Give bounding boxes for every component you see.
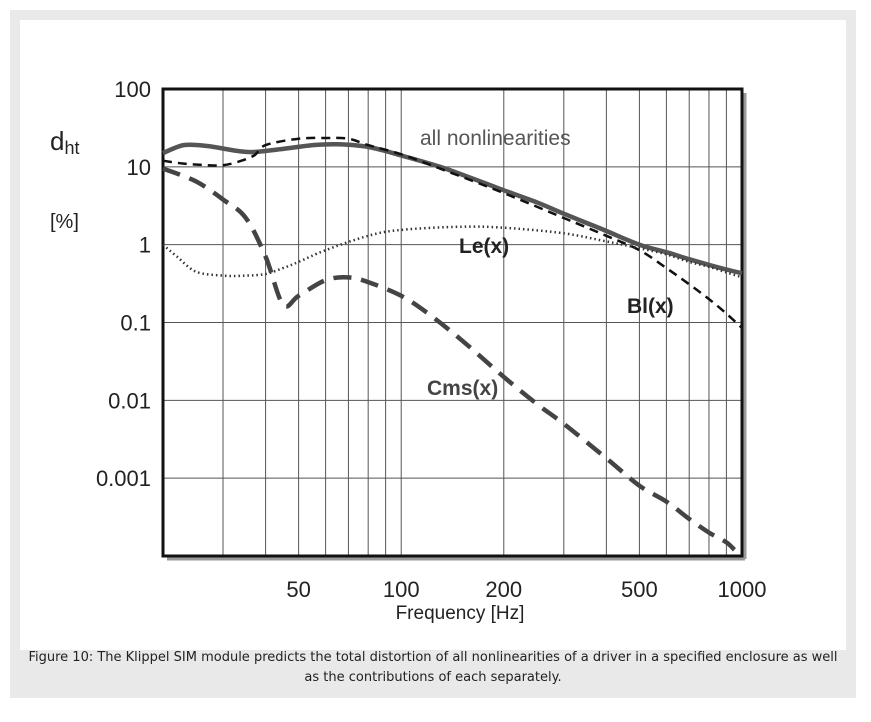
annotation-cms-x: Cms(x) [427, 377, 498, 400]
x-axis-label: Frequency [Hz] [396, 603, 525, 624]
y-tick-label: 1 [139, 233, 151, 258]
y-axis-label: dht [50, 126, 79, 158]
annotation-le-x: Le(x) [459, 235, 509, 258]
series-le-line [162, 225, 743, 279]
x-tick-label: 1000 [718, 577, 767, 602]
y-tick-label: 100 [114, 77, 151, 102]
x-tick-label: 100 [383, 577, 420, 602]
series-cms-line [162, 166, 736, 552]
distortion-chart: 100 10 1 0.1 0.01 0.001 50 100 200 500 1000 Frequen… [50, 77, 767, 624]
y-tick-label: 0.1 [120, 311, 151, 336]
plot-frame [161, 87, 744, 558]
y-axis-unit: [%] [50, 211, 79, 233]
x-tick-label: 200 [485, 577, 522, 602]
figure-caption: Figure 10: The Klippel SIM module predic… [28, 650, 838, 685]
y-tick-label: 10 [127, 155, 151, 180]
annotation-all-nonlinearities: all nonlinearities [420, 127, 571, 150]
x-tick-label: 500 [621, 577, 658, 602]
series-all-nonlinearities-line [162, 141, 743, 276]
series-bl-line [162, 136, 743, 329]
x-tick-label: 50 [286, 577, 310, 602]
y-tick-label: 0.01 [108, 388, 151, 413]
y-tick-label: 0.001 [96, 466, 151, 491]
annotation-bl-x: Bl(x) [627, 295, 674, 318]
